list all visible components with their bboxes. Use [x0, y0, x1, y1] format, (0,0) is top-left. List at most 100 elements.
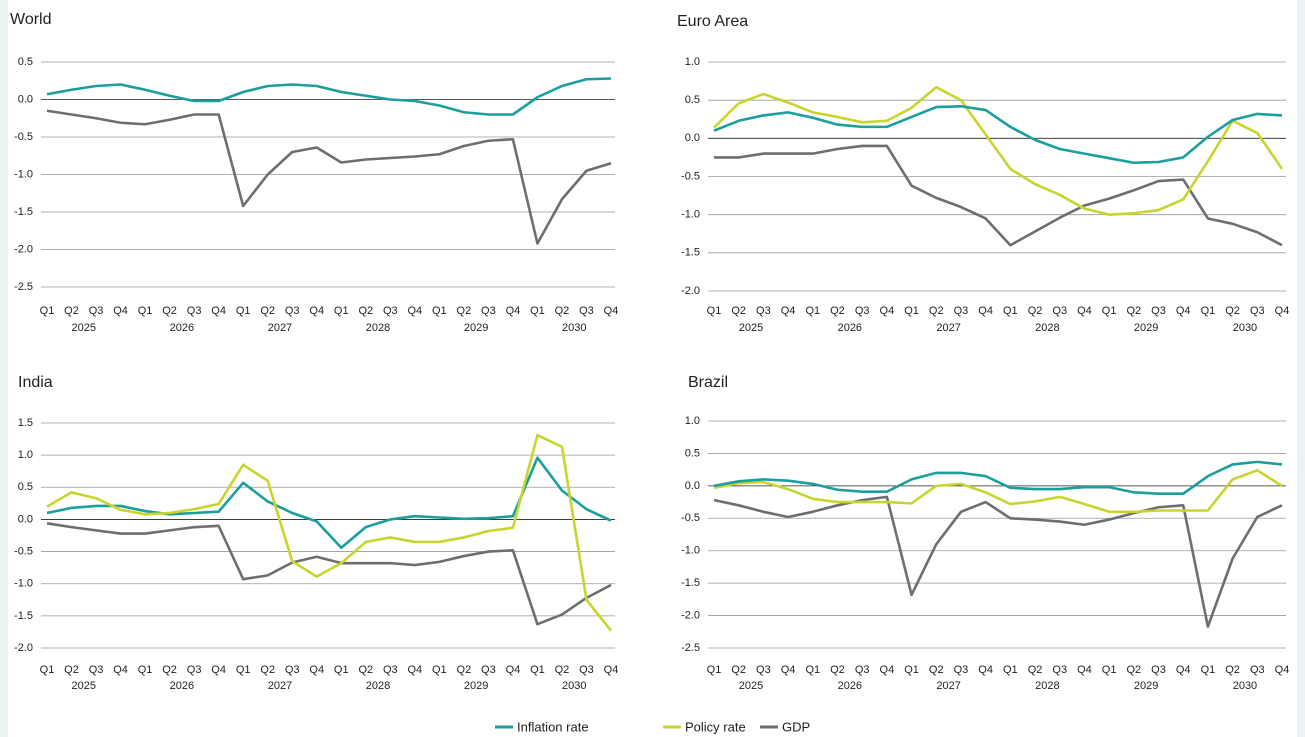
x-tick-label: Q2 — [1225, 305, 1240, 317]
x-tick-label: Q4 — [604, 664, 619, 676]
x-tick-label: Q3 — [89, 305, 104, 317]
x-tick-label: Q4 — [1077, 305, 1092, 317]
x-tick-label: Q3 — [285, 664, 300, 676]
x-tick-label: Q2 — [1028, 664, 1043, 676]
x-tick-label: Q2 — [830, 305, 845, 317]
x-group-label: 2025 — [72, 322, 96, 334]
x-tick-label: Q2 — [929, 305, 944, 317]
y-tick-label: 0.5 — [18, 56, 33, 68]
panel-background — [8, 0, 1297, 737]
series-line — [713, 85, 1284, 216]
x-tick-label: Q3 — [579, 664, 594, 676]
panel-title: Brazil — [688, 374, 728, 391]
x-tick-label: Q1 — [334, 664, 349, 676]
y-tick-label: 0.5 — [685, 94, 700, 106]
x-tick-label: Q2 — [358, 664, 373, 676]
x-group-label: 2026 — [170, 680, 194, 692]
x-tick-label: Q3 — [383, 664, 398, 676]
y-tick-label: 0.0 — [18, 513, 33, 525]
x-tick-label: Q4 — [309, 664, 324, 676]
y-tick-label: -1.0 — [681, 209, 700, 221]
x-tick-label: Q1 — [1102, 664, 1117, 676]
x-tick-label: Q2 — [260, 305, 275, 317]
x-group-label: 2028 — [1035, 322, 1059, 334]
x-tick-label: Q1 — [138, 305, 153, 317]
x-tick-label: Q2 — [830, 664, 845, 676]
y-tick-label: -0.5 — [14, 545, 33, 557]
x-tick-label: Q3 — [1250, 664, 1265, 676]
x-tick-label: Q2 — [162, 305, 177, 317]
x-tick-label: Q4 — [309, 305, 324, 317]
y-tick-label: -0.5 — [681, 170, 700, 182]
x-tick-label: Q3 — [285, 305, 300, 317]
y-tick-label: -0.5 — [14, 131, 33, 143]
x-tick-label: Q3 — [383, 305, 398, 317]
x-tick-label: Q1 — [236, 664, 251, 676]
series-line — [713, 104, 1283, 165]
y-tick-label: -0.5 — [681, 512, 700, 524]
x-tick-label: Q1 — [904, 664, 919, 676]
series-line — [714, 144, 1283, 247]
x-tick-label: Q4 — [407, 305, 422, 317]
y-tick-label: -1.5 — [14, 610, 33, 622]
x-tick-label: Q2 — [731, 305, 746, 317]
x-tick-label: Q3 — [187, 664, 202, 676]
y-tick-label: 1.0 — [685, 415, 700, 427]
x-tick-label: Q1 — [1003, 664, 1018, 676]
y-tick-label: -2.5 — [14, 281, 33, 293]
x-tick-label: Q1 — [1003, 305, 1018, 317]
y-tick-label: -2.0 — [681, 285, 700, 297]
x-tick-label: Q3 — [89, 664, 104, 676]
x-tick-label: Q1 — [432, 664, 447, 676]
x-group-label: 2030 — [1233, 680, 1257, 692]
x-tick-label: Q4 — [1176, 305, 1191, 317]
x-tick-label: Q3 — [954, 664, 969, 676]
x-tick-label: Q4 — [978, 664, 993, 676]
x-tick-label: Q4 — [1176, 664, 1191, 676]
y-tick-label: 1.0 — [685, 56, 700, 68]
x-tick-label: Q1 — [707, 664, 722, 676]
x-group-label: 2025 — [739, 322, 763, 334]
x-tick-label: Q1 — [40, 664, 55, 676]
legend-label: GDP — [782, 719, 810, 734]
x-tick-label: Q1 — [805, 305, 820, 317]
y-tick-label: -2.5 — [681, 642, 700, 654]
x-tick-label: Q4 — [781, 305, 796, 317]
y-tick-label: 0.0 — [685, 480, 700, 492]
x-group-label: 2027 — [936, 322, 960, 334]
legend-label: Inflation rate — [517, 719, 589, 734]
x-tick-label: Q4 — [113, 305, 128, 317]
x-tick-label: Q1 — [236, 305, 251, 317]
x-tick-label: Q2 — [555, 305, 570, 317]
x-tick-label: Q2 — [929, 664, 944, 676]
series-line — [713, 468, 1283, 514]
x-tick-label: Q1 — [805, 664, 820, 676]
x-group-label: 2030 — [562, 322, 586, 334]
series-line — [713, 495, 1283, 628]
x-tick-label: Q4 — [407, 664, 422, 676]
x-tick-label: Q2 — [1028, 305, 1043, 317]
x-group-label: 2029 — [464, 680, 488, 692]
x-tick-label: Q1 — [432, 305, 447, 317]
x-tick-label: Q4 — [113, 664, 128, 676]
x-tick-label: Q4 — [1275, 305, 1290, 317]
y-tick-label: 1.5 — [18, 417, 33, 429]
series-line — [46, 522, 612, 626]
x-tick-label: Q2 — [358, 305, 373, 317]
x-tick-label: Q2 — [162, 664, 177, 676]
x-tick-label: Q2 — [1126, 305, 1141, 317]
x-tick-label: Q1 — [1201, 305, 1216, 317]
x-tick-label: Q4 — [1275, 664, 1290, 676]
x-tick-label: Q1 — [40, 305, 55, 317]
y-tick-label: -1.5 — [681, 247, 700, 259]
series-line — [46, 109, 612, 245]
series-line — [46, 456, 612, 550]
x-tick-label: Q2 — [64, 305, 79, 317]
x-group-label: 2028 — [366, 322, 390, 334]
x-group-label: 2027 — [268, 680, 292, 692]
y-tick-label: 0.0 — [685, 132, 700, 144]
legend-label: Policy rate — [685, 719, 746, 734]
x-tick-label: Q2 — [731, 664, 746, 676]
y-tick-label: -1.0 — [14, 578, 33, 590]
